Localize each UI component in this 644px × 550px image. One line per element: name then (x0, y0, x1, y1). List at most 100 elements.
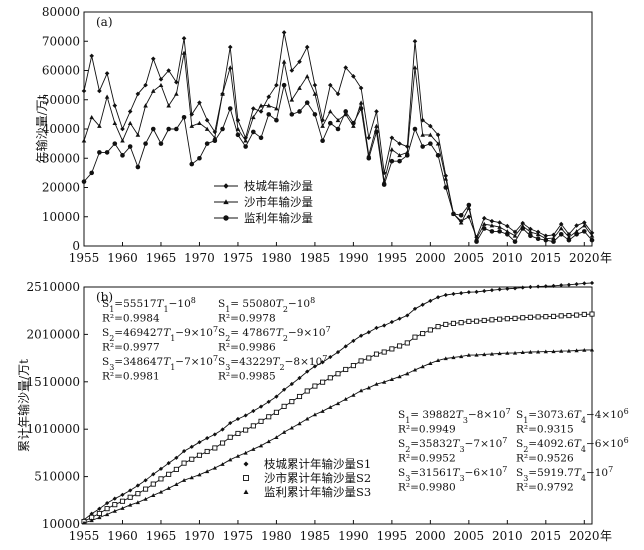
data-point (558, 313, 564, 319)
equation-part-rhs: −7×10 (465, 438, 503, 450)
data-point (81, 88, 87, 94)
data-point (127, 144, 133, 149)
data-point (289, 381, 294, 387)
equation-part-mid: =469427 (114, 327, 163, 339)
equation-part-lhs: S (102, 298, 109, 310)
equation-column: S1=3073.6T4−4×106R²=0.9315S2=4092.6T4−6×… (516, 407, 629, 494)
equation-part-lhs: S (516, 409, 523, 421)
data-point (266, 103, 272, 108)
x-tick-label: 1985 (300, 251, 331, 265)
y-tick-label: 0 (72, 239, 80, 253)
regression-equation: S3=31561T3−6×107 (398, 465, 507, 483)
data-point (420, 144, 425, 149)
r-squared-text: R²=0.9949 (398, 424, 456, 436)
data-point (189, 123, 195, 128)
data-point (412, 126, 418, 132)
data-point (574, 312, 580, 318)
data-point (366, 330, 371, 335)
legend-label: 枝城累计年输沙量S1 (264, 457, 371, 471)
data-point (128, 502, 133, 507)
data-point (251, 106, 256, 111)
data-point (435, 153, 441, 158)
data-point (451, 211, 456, 217)
y-tick-label: 70000 (42, 34, 80, 48)
data-point (512, 315, 518, 321)
y-tick-label: 2010000 (27, 327, 80, 341)
data-point (320, 360, 325, 365)
data-point (358, 333, 364, 338)
data-point (535, 232, 541, 237)
x-tick-label: 2005 (454, 529, 485, 543)
legend-marker (243, 475, 249, 481)
data-point (243, 144, 248, 149)
data-point (297, 109, 302, 114)
equation-part-varsub: 1 (164, 305, 169, 314)
legend-marker (223, 183, 229, 189)
x-tick-label: 1990 (338, 529, 369, 543)
data-point (397, 374, 402, 379)
data-point (274, 82, 279, 88)
equation-part-var: T (163, 356, 171, 368)
data-point (328, 109, 333, 114)
data-point (551, 235, 556, 240)
data-point (197, 440, 202, 445)
legend-marker (243, 489, 249, 494)
data-point (435, 324, 441, 330)
data-point (258, 109, 264, 114)
data-point (489, 351, 495, 356)
y-tick-label: 10000 (42, 210, 80, 224)
data-point (389, 319, 394, 325)
equation-part-sup: 7 (506, 407, 511, 416)
data-point (405, 313, 410, 318)
data-point (558, 232, 564, 237)
data-point (566, 313, 572, 319)
data-point (520, 350, 525, 355)
legend-label: 枝城年输沙量 (244, 179, 313, 193)
data-point (374, 325, 379, 330)
data-point (220, 126, 225, 132)
data-point (351, 120, 356, 126)
data-point (358, 106, 364, 111)
data-point (343, 65, 348, 70)
x-tick-label: 2015 (531, 529, 562, 543)
data-point (574, 282, 579, 287)
panel-b-cumulative-sediment-chart: 10000 510000 1010000 1510000 2010000 2510000 1… (16, 280, 629, 543)
x-tick-label: 1960 (107, 251, 138, 265)
r-squared-text: R²=0.9978 (218, 313, 276, 325)
data-point (304, 100, 310, 105)
data-point (358, 388, 364, 393)
equation-part-rhs: −10 (169, 298, 191, 310)
data-point (550, 313, 557, 319)
data-point (296, 393, 303, 400)
data-point (227, 65, 233, 70)
data-point (135, 91, 141, 97)
data-point (205, 436, 210, 441)
data-point (335, 401, 341, 406)
data-point (89, 518, 94, 523)
equation-column: S1=55517T1−108R²=0.9984S2=469427T1−9×107… (102, 296, 218, 383)
data-point (543, 237, 549, 243)
data-point (266, 439, 271, 444)
data-point (335, 371, 341, 377)
data-point (174, 79, 179, 85)
data-point (220, 427, 225, 432)
regression-equation: S1= 39882T3−8×107 (398, 407, 511, 425)
data-point (135, 491, 141, 497)
data-point (497, 351, 502, 356)
data-point (435, 358, 441, 363)
data-point (158, 489, 164, 494)
data-point (451, 355, 456, 360)
data-point (427, 327, 433, 333)
regression-equation: S2=35832T3−7×107 (398, 436, 507, 454)
data-point (466, 318, 472, 324)
data-point (512, 286, 518, 291)
equation-part-varsub: 3 (463, 416, 468, 425)
data-point (104, 150, 110, 155)
data-point (589, 311, 595, 317)
data-point (343, 396, 348, 401)
x-axis-unit-label: 年 (600, 529, 612, 543)
data-point (97, 88, 102, 94)
data-point (589, 280, 595, 286)
data-point (104, 501, 110, 506)
